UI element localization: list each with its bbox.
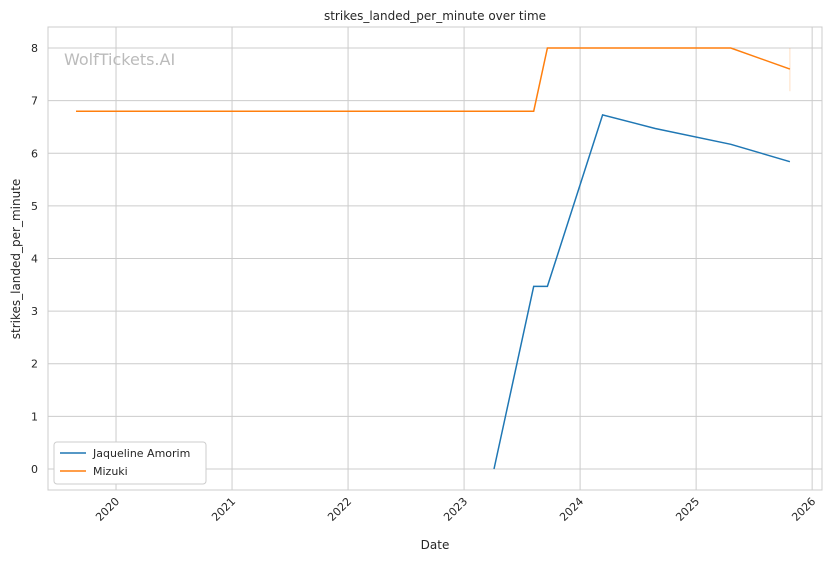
x-ticks: 2020 2021 2022 2023 2024 2025 2026 xyxy=(93,495,818,524)
legend-box xyxy=(53,441,207,485)
x-tick-label: 2024 xyxy=(557,495,586,524)
y-axis-label: strikes_landed_per_minute xyxy=(9,179,23,340)
x-tick-label: 2022 xyxy=(325,495,354,524)
watermark: WolfTickets.AI xyxy=(64,50,175,69)
chart-title: strikes_landed_per_minute over time xyxy=(324,9,546,23)
y-tick-label: 5 xyxy=(31,200,38,213)
x-tick-label: 2025 xyxy=(673,495,702,524)
x-tick-label: 2023 xyxy=(441,495,470,524)
y-tick-label: 7 xyxy=(31,95,38,108)
series-lines xyxy=(76,47,791,470)
y-tick-label: 8 xyxy=(31,42,38,55)
y-tick-label: 6 xyxy=(31,147,38,160)
grid xyxy=(48,27,822,490)
series-line-jaqueline-amorim xyxy=(493,113,791,470)
y-tick-label: 0 xyxy=(31,463,38,476)
y-tick-label: 2 xyxy=(31,358,38,371)
plot-area-frame xyxy=(47,26,823,491)
y-tick-label: 3 xyxy=(31,305,38,318)
y-ticks: 0 1 2 3 4 5 6 7 8 xyxy=(31,42,38,476)
series-line-mizuki xyxy=(76,47,791,112)
y-tick-label: 1 xyxy=(31,410,38,423)
legend-label-mizuki: Mizuki xyxy=(93,465,128,478)
y-tick-label: 4 xyxy=(31,253,38,266)
x-axis-label: Date xyxy=(421,538,450,552)
legend: Jaqueline Amorim Mizuki xyxy=(53,441,207,485)
x-tick-label: 2026 xyxy=(789,495,818,524)
x-tick-label: 2021 xyxy=(209,495,238,524)
legend-label-jaqueline-amorim: Jaqueline Amorim xyxy=(92,447,190,460)
x-tick-label: 2020 xyxy=(93,495,122,524)
